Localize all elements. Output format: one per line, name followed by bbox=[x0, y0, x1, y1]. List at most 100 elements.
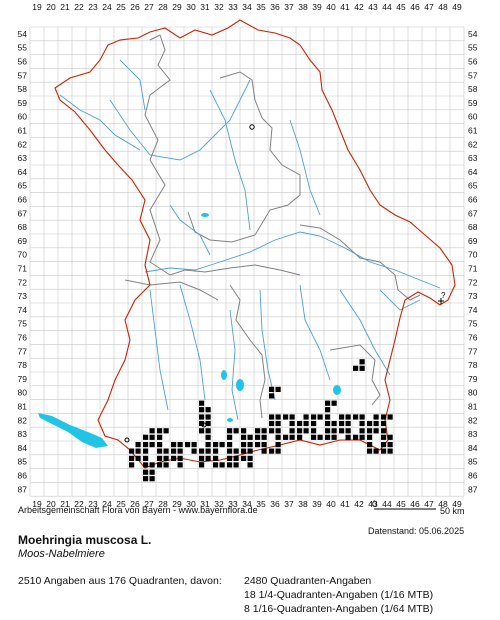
y-label-left: 61 bbox=[18, 126, 28, 136]
occurrence-square bbox=[149, 476, 155, 482]
x-label-top: 22 bbox=[74, 2, 84, 12]
y-label-right: 76 bbox=[468, 333, 478, 343]
species-name: Moehringia muscosa L. bbox=[18, 533, 152, 547]
y-label-right: 74 bbox=[468, 305, 478, 315]
occurrence-square bbox=[135, 448, 141, 454]
occurrence-square bbox=[213, 455, 219, 461]
occurrence-square bbox=[233, 462, 239, 468]
common-name: Moos-Nabelmiere bbox=[18, 548, 105, 560]
x-label-bottom: 46 bbox=[410, 499, 420, 509]
x-label-bottom: 37 bbox=[284, 499, 294, 509]
x-label-bottom: 24 bbox=[102, 499, 112, 509]
occurrence-square bbox=[191, 442, 197, 448]
x-label-bottom: 39 bbox=[312, 499, 322, 509]
x-label-top: 40 bbox=[326, 2, 336, 12]
occurrence-square bbox=[339, 428, 345, 434]
occurrence-square bbox=[149, 442, 155, 448]
occurrence-square bbox=[255, 434, 261, 440]
occurrence-square bbox=[367, 420, 373, 427]
grid-labels: 19 19 20 20 21 21 22 22 23 23 24 24 25 25 26 26 27 27 28 28… bbox=[18, 2, 478, 509]
y-label-right: 82 bbox=[468, 415, 478, 425]
river bbox=[209, 89, 251, 231]
x-label-bottom: 45 bbox=[396, 499, 406, 509]
occurrence-square bbox=[331, 400, 337, 406]
y-label-right: 62 bbox=[468, 139, 478, 149]
occurrence-square bbox=[143, 476, 149, 482]
occurrence-square bbox=[157, 442, 163, 448]
occurrence-square bbox=[367, 428, 373, 434]
river bbox=[229, 309, 239, 421]
y-label-right: 79 bbox=[468, 374, 478, 384]
y-label-right: 60 bbox=[468, 112, 478, 122]
record-circle bbox=[124, 437, 130, 443]
occurrence-square bbox=[381, 414, 387, 420]
occurrence-square bbox=[289, 434, 295, 440]
occurrence-square bbox=[157, 462, 163, 468]
y-label-right: 87 bbox=[468, 484, 478, 494]
x-label-bottom: 19 bbox=[32, 499, 42, 509]
occurrence-square bbox=[247, 462, 253, 468]
y-label-left: 54 bbox=[18, 29, 28, 39]
occurrence-square bbox=[289, 420, 295, 427]
occurrence-square bbox=[157, 455, 163, 461]
x-label-bottom: 32 bbox=[214, 499, 224, 509]
y-label-right: 66 bbox=[468, 195, 478, 205]
y-label-left: 74 bbox=[18, 305, 28, 315]
y-label-right: 70 bbox=[468, 250, 478, 260]
y-label-left: 75 bbox=[18, 319, 28, 329]
river bbox=[179, 284, 206, 401]
x-label-top: 38 bbox=[298, 2, 308, 12]
occurrence-square bbox=[177, 462, 183, 468]
occurrence-square bbox=[129, 462, 135, 468]
occurrence-square bbox=[359, 414, 365, 420]
occurrence-square bbox=[205, 414, 211, 420]
occurrence-square bbox=[353, 434, 359, 440]
x-label-top: 48 bbox=[438, 2, 448, 12]
stats-quadrant: 2480 Quadranten-Angaben bbox=[244, 575, 372, 587]
occurrence-square bbox=[331, 428, 337, 434]
occurrence-square bbox=[325, 420, 331, 427]
occurrence-square bbox=[149, 434, 155, 440]
x-label-bottom: 31 bbox=[200, 499, 210, 509]
occurrence-square bbox=[303, 414, 309, 420]
occurrence-square bbox=[275, 420, 281, 427]
x-label-bottom: 20 bbox=[46, 499, 56, 509]
occurrence-square bbox=[261, 442, 267, 448]
occurrence-square bbox=[213, 442, 219, 448]
district-border bbox=[299, 224, 421, 301]
record-circle bbox=[201, 422, 207, 428]
occurrence-square bbox=[381, 434, 387, 440]
occurrence-square bbox=[213, 448, 219, 454]
occurrence-square bbox=[317, 434, 323, 440]
occurrence-square bbox=[387, 414, 393, 420]
y-label-right: 72 bbox=[468, 277, 478, 287]
occurrence-square bbox=[381, 420, 387, 427]
district-border bbox=[124, 279, 219, 301]
occurrence-square bbox=[275, 442, 281, 448]
occurrence-square bbox=[275, 434, 281, 440]
x-label-top: 26 bbox=[130, 2, 140, 12]
occurrence-square bbox=[297, 420, 303, 427]
x-label-top: 28 bbox=[158, 2, 168, 12]
river bbox=[59, 94, 141, 151]
y-label-left: 60 bbox=[18, 112, 28, 122]
y-label-right: 63 bbox=[468, 153, 478, 163]
x-label-top: 33 bbox=[228, 2, 238, 12]
occurrence-square bbox=[129, 448, 135, 454]
y-label-left: 58 bbox=[18, 84, 28, 94]
occurrence-square bbox=[339, 414, 345, 420]
occurrence-square bbox=[353, 365, 359, 371]
y-label-left: 55 bbox=[18, 43, 28, 53]
x-label-top: 37 bbox=[284, 2, 294, 12]
lake bbox=[201, 213, 209, 217]
y-label-left: 68 bbox=[18, 222, 28, 232]
occurrence-square bbox=[143, 434, 149, 440]
occurrence-square bbox=[283, 434, 289, 440]
occurrence-square bbox=[227, 455, 233, 461]
district-border bbox=[144, 34, 301, 276]
occurrence-square bbox=[247, 455, 253, 461]
occurrence-square bbox=[247, 448, 253, 454]
occurrence-square bbox=[325, 400, 331, 406]
occurrence-square bbox=[241, 434, 247, 440]
occurrence-square bbox=[205, 442, 211, 448]
